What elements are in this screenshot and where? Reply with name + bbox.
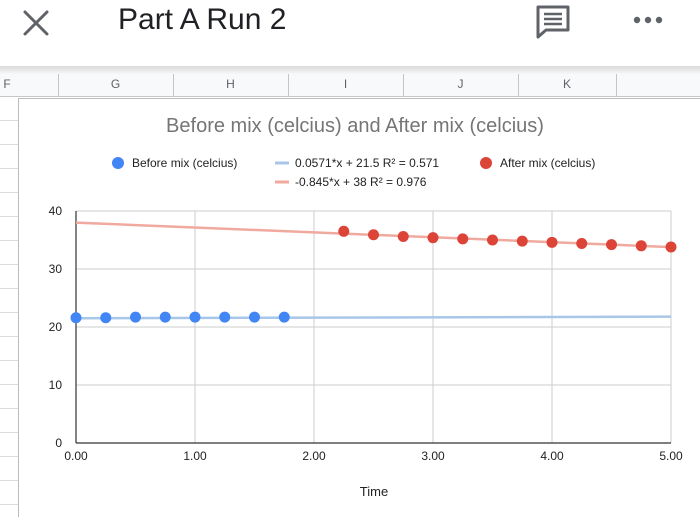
close-icon <box>23 10 49 36</box>
data-point-after <box>338 225 350 237</box>
data-point-after <box>368 229 379 241</box>
row-divider <box>0 264 18 265</box>
top-app-bar: Part A Run 2 <box>0 0 700 70</box>
row-divider <box>0 216 18 217</box>
trendline-before <box>75 315 672 320</box>
column-separator <box>616 74 617 96</box>
x-tick-label: 1.00 <box>183 449 207 463</box>
data-point-after <box>487 234 498 246</box>
data-point-before <box>249 311 260 323</box>
data-point-after <box>546 236 558 248</box>
row-divider <box>0 288 18 289</box>
legend-label-trend-after: -0.845*x + 38 R² = 0.976 <box>295 175 427 189</box>
axes <box>75 211 671 444</box>
column-header-g[interactable]: G <box>110 77 121 91</box>
x-tick-label: 5.00 <box>659 449 683 463</box>
more-horizontal-icon <box>633 16 663 24</box>
data-points <box>70 225 677 324</box>
legend-marker-after <box>480 157 492 169</box>
tick-labels: 0 10 20 30 40 0.00 1.00 2.00 3.00 4.00 5.00 <box>49 204 683 463</box>
row-divider <box>0 480 18 481</box>
row-divider <box>0 336 18 337</box>
row-divider <box>0 504 18 505</box>
data-point-after <box>397 231 409 243</box>
data-point-after <box>665 241 677 253</box>
column-separator <box>58 74 59 96</box>
sheet-grid <box>0 96 700 516</box>
close-button[interactable] <box>18 4 56 42</box>
row-divider <box>0 240 18 241</box>
column-separator <box>173 74 174 96</box>
row-divider <box>0 360 18 361</box>
y-tick-label: 10 <box>49 378 63 392</box>
legend-label-before: Before mix (celcius) <box>132 156 237 170</box>
column-header-j[interactable]: J <box>457 77 464 91</box>
embedded-chart[interactable]: Before mix (celcius) and After mix (celc… <box>18 98 700 517</box>
column-separator <box>288 74 289 96</box>
document-title: Part A Run 2 <box>118 3 287 36</box>
data-point-after <box>606 239 617 251</box>
column-separator <box>403 74 404 96</box>
legend-label-after: After mix (celcius) <box>500 156 595 170</box>
row-divider <box>0 384 18 385</box>
y-tick-label: 0 <box>55 436 62 450</box>
data-point-before <box>278 311 290 323</box>
data-point-after <box>427 232 439 244</box>
data-point-before <box>130 311 141 323</box>
row-divider <box>0 192 18 193</box>
column-header-h[interactable]: H <box>226 77 235 91</box>
column-header-k[interactable]: K <box>562 77 571 91</box>
data-point-before <box>219 311 231 323</box>
more-options-button[interactable] <box>628 4 668 34</box>
comment-icon <box>536 5 570 39</box>
column-separator <box>518 74 519 96</box>
data-point-after <box>457 233 469 245</box>
row-divider <box>0 120 18 121</box>
row-divider <box>0 432 18 433</box>
data-point-after <box>576 237 588 249</box>
legend-marker-before <box>112 157 124 169</box>
row-divider <box>0 312 18 313</box>
row-divider <box>0 168 18 169</box>
chart-title: Before mix (celcius) and After mix (celc… <box>166 115 544 137</box>
column-header-i[interactable]: I <box>343 77 348 91</box>
column-header-f[interactable]: F <box>3 77 11 91</box>
x-tick-label: 4.00 <box>540 449 564 463</box>
y-tick-label: 30 <box>49 262 63 276</box>
x-tick-label: 0.00 <box>64 449 88 463</box>
x-tick-label: 2.00 <box>302 449 326 463</box>
toolbar-shadow <box>0 66 700 76</box>
y-tick-label: 20 <box>49 320 63 334</box>
x-tick-label: 3.00 <box>421 449 445 463</box>
data-point-after <box>635 240 647 252</box>
data-point-before <box>189 311 201 323</box>
row-divider <box>0 408 18 409</box>
legend-label-trend-before: 0.0571*x + 21.5 R² = 0.571 <box>295 156 439 170</box>
row-divider <box>0 144 18 145</box>
row-divider <box>0 456 18 457</box>
scatter-chart: Before mix (celcius) and After mix (celc… <box>49 115 683 499</box>
comment-button[interactable] <box>534 4 572 40</box>
y-tick-label: 40 <box>49 204 63 218</box>
column-header-row: F G H I J K <box>0 74 700 97</box>
x-axis-label: Time <box>360 484 388 499</box>
data-point-before <box>100 312 112 324</box>
data-point-before <box>159 311 171 323</box>
data-point-after <box>516 235 528 247</box>
data-point-before <box>70 312 82 324</box>
